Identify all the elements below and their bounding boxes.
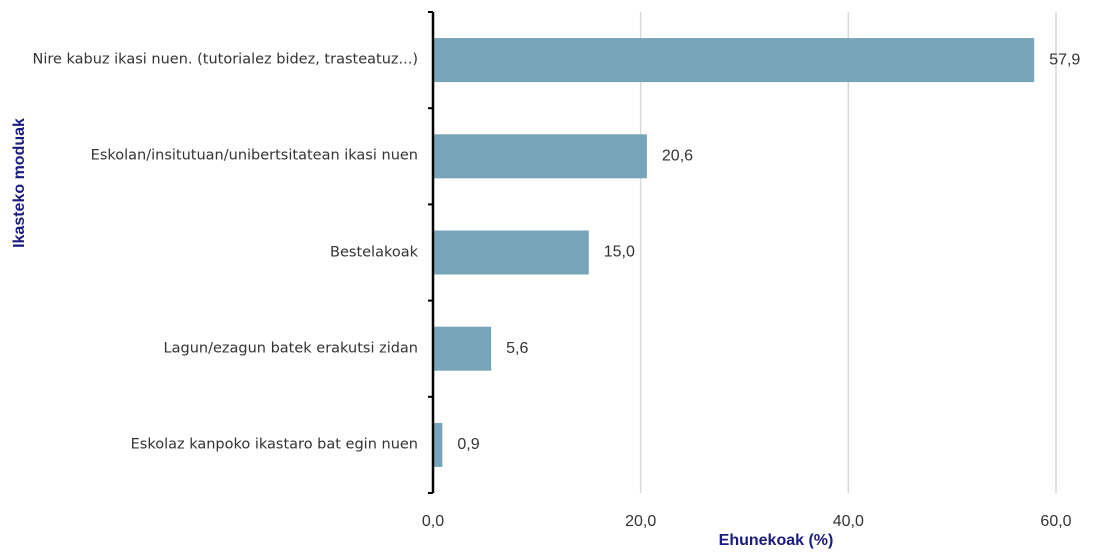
bar — [433, 38, 1035, 83]
y-tick-label: Eskolaz kanpoko ikastaro bat egin nuen — [130, 436, 418, 453]
y-axis-title: Ikasteko moduak — [11, 118, 28, 248]
bar — [433, 422, 443, 467]
value-label: 5,6 — [506, 340, 528, 357]
y-tick-label: Bestelakoak — [330, 244, 418, 260]
x-tick-label: 20,0 — [625, 513, 656, 530]
x-tick-label: 60,0 — [1040, 513, 1071, 530]
x-tick-label: 40,0 — [833, 513, 864, 530]
x-tick-label: 0,0 — [422, 513, 444, 530]
x-axis-title: Ehunekoak (%) — [719, 532, 834, 549]
bar — [433, 134, 647, 179]
y-tick-label: Eskolan/insitutuan/unibertsitatean ikasi… — [90, 147, 418, 164]
y-tick-label: Nire kabuz ikasi nuen. (tutorialez bidez… — [32, 51, 418, 68]
value-label: 0,9 — [457, 436, 479, 453]
value-label: 20,6 — [662, 148, 693, 165]
value-label: 15,0 — [604, 244, 635, 261]
bar — [433, 230, 589, 275]
y-tick-label: Lagun/ezagun batek erakutsi zidan — [163, 340, 418, 357]
bar — [433, 326, 492, 371]
value-label: 57,9 — [1049, 51, 1080, 68]
